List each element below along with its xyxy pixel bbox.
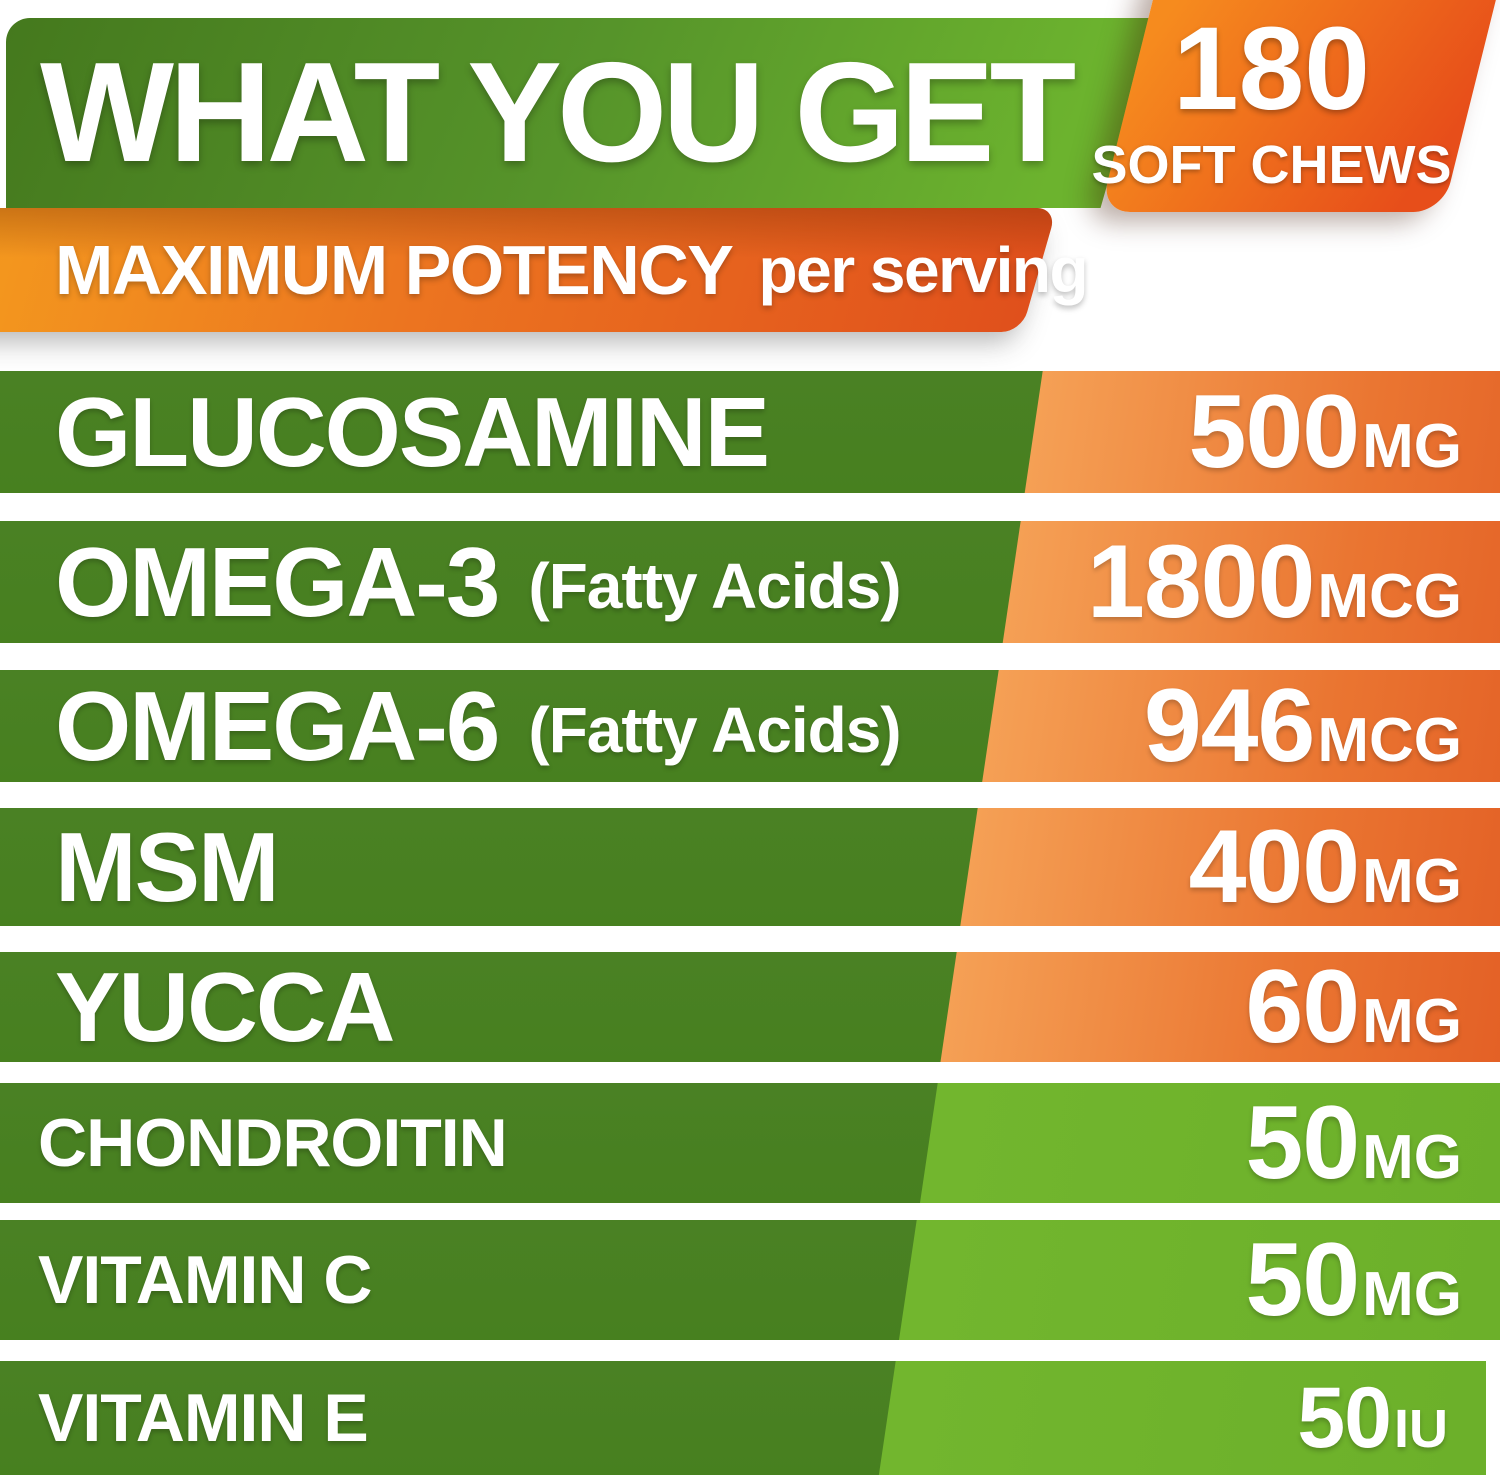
ingredient-row-yucca: YUCCA 60MG <box>0 952 1500 1062</box>
ingredient-name: GLUCOSAMINE <box>55 376 770 487</box>
ingredient-unit: MG <box>1362 1259 1462 1329</box>
ingredient-row-glucosamine: GLUCOSAMINE 500MG <box>0 371 1500 493</box>
ingredient-name: YUCCA <box>55 952 395 1062</box>
ingredient-name: VITAMIN C <box>38 1242 372 1318</box>
ingredient-amount: 1800 <box>1086 523 1315 640</box>
potency-subtitle: per serving <box>758 234 1089 306</box>
ingredient-amount: 50 <box>1297 1369 1392 1466</box>
ingredient-amount: 50 <box>1245 1084 1360 1201</box>
ingredient-name: VITAMIN E <box>38 1380 369 1456</box>
potency-banner-text: MAXIMUM POTENCY per serving <box>55 208 1089 332</box>
ingredient-row-omega-3: OMEGA-3 (Fatty Acids) 1800MCG <box>0 521 1500 643</box>
ingredient-row-msm: MSM 400MG <box>0 808 1500 926</box>
ingredient-unit: MG <box>1362 986 1462 1056</box>
ingredient-note: (Fatty Acids) <box>528 550 901 622</box>
ingredient-value: 946MCG <box>1144 670 1462 782</box>
ingredient-name: CHONDROITIN <box>38 1105 508 1181</box>
ingredient-unit: MG <box>1362 846 1462 916</box>
ingredient-name: MSM <box>55 811 280 922</box>
ingredient-value: 500MG <box>1189 371 1462 493</box>
ingredient-unit: MCG <box>1317 705 1462 775</box>
ingredient-amount: 500 <box>1188 373 1361 490</box>
ingredient-name: OMEGA-3 <box>55 526 500 637</box>
ingredient-amount: 946 <box>1143 670 1316 782</box>
soft-chews-badge-content: 180 SOFT CHEWS <box>1092 0 1452 212</box>
ingredient-note: (Fatty Acids) <box>528 694 901 766</box>
potency-title: MAXIMUM POTENCY <box>55 231 734 309</box>
ingredient-unit: MG <box>1362 1122 1462 1192</box>
ingredient-unit: MG <box>1362 411 1462 481</box>
page-title: WHAT YOU GET <box>40 33 1076 192</box>
ingredient-amount: 50 <box>1245 1221 1360 1338</box>
ingredient-unit: MCG <box>1317 561 1462 631</box>
ingredient-row-vitamin-c: VITAMIN C 50MG <box>0 1220 1500 1340</box>
ingredient-value: 50MG <box>1245 1083 1462 1203</box>
ingredient-unit: IU <box>1394 1398 1448 1459</box>
header-banner: WHAT YOU GET <box>6 18 1155 208</box>
soft-chews-badge: 180 SOFT CHEWS <box>1092 0 1500 212</box>
ingredient-name: OMEGA-6 <box>55 670 500 781</box>
ingredient-amount: 60 <box>1245 952 1360 1062</box>
ingredient-value: 60MG <box>1245 952 1462 1062</box>
chew-count-label: SOFT CHEWS <box>1091 135 1452 195</box>
ingredient-row-omega-6: OMEGA-6 (Fatty Acids) 946MCG <box>0 670 1500 782</box>
ingredient-value: 50MG <box>1245 1220 1462 1340</box>
potency-banner: MAXIMUM POTENCY per serving <box>0 208 1160 332</box>
ingredient-value: 1800MCG <box>1087 521 1462 643</box>
ingredient-row-vitamin-e: VITAMIN E 50IU <box>0 1361 1486 1475</box>
ingredient-value: 50IU <box>1297 1361 1448 1475</box>
ingredient-value: 400MG <box>1189 808 1462 926</box>
ingredient-row-chondroitin: CHONDROITIN 50MG <box>0 1083 1500 1203</box>
chew-count: 180 <box>1173 3 1370 135</box>
ingredient-amount: 400 <box>1188 808 1361 925</box>
